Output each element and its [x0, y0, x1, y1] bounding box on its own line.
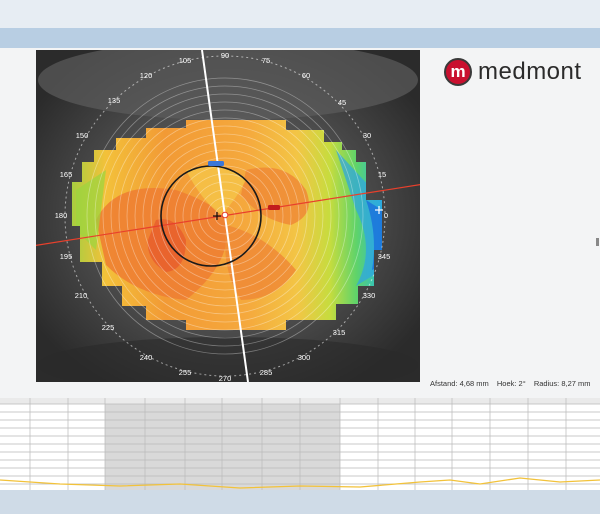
degree-label: 30 — [363, 131, 371, 140]
topography-map[interactable]: 90 75 60 45 30 15 0 345 330 315 300 285 … — [36, 50, 420, 382]
brand-name: medmont — [478, 58, 582, 85]
degree-label: 330 — [363, 291, 376, 300]
degree-label: 345 — [378, 252, 391, 261]
degree-label: 270 — [219, 374, 232, 382]
grid-shaded-block — [105, 404, 340, 490]
logo-mark-icon: m — [444, 58, 472, 86]
brand-logo: m medmont — [444, 58, 582, 86]
degree-label: 60 — [302, 71, 310, 80]
profile-trace-line — [0, 477, 600, 489]
data-grid[interactable] — [0, 398, 600, 490]
degree-label: 165 — [60, 170, 73, 179]
degree-ring — [64, 55, 386, 377]
degree-label: 0 — [384, 211, 388, 220]
degree-label: 15 — [378, 170, 386, 179]
radius-readout: Radius: 8,27 mm — [533, 379, 591, 388]
degree-label: 75 — [262, 56, 270, 65]
window-titlebar — [0, 28, 600, 48]
grid-lines — [0, 398, 600, 490]
degree-label: 180 — [55, 211, 68, 220]
degree-label: 105 — [179, 56, 192, 65]
degree-label: 210 — [75, 291, 88, 300]
lower-lid-shadow — [38, 337, 418, 382]
center-marker-icon[interactable] — [221, 211, 229, 219]
upper-lid-shadow — [38, 50, 418, 120]
crosshair-icon — [213, 212, 221, 220]
flat-marker-box — [268, 205, 280, 210]
degree-label: 120 — [140, 71, 153, 80]
degree-label: 225 — [102, 323, 115, 332]
distance-readout: Afstand: 4,68 mm — [430, 379, 489, 388]
degree-label: 195 — [60, 252, 73, 261]
degree-labels: 90 75 60 45 30 15 0 345 330 315 300 285 … — [55, 51, 391, 382]
degree-label: 300 — [298, 353, 311, 362]
angle-readout: Hoek: 2° — [496, 379, 526, 388]
limbus-marker-icon — [375, 206, 383, 214]
degree-label: 150 — [76, 131, 89, 140]
degree-label: 315 — [333, 328, 346, 337]
panel-edge-handle[interactable] — [596, 238, 599, 246]
curvature-map — [72, 120, 382, 330]
degree-label: 285 — [260, 368, 273, 377]
degree-label: 135 — [108, 96, 121, 105]
degree-label: 45 — [338, 98, 346, 107]
bottom-status-bar — [0, 490, 600, 514]
pupil-marker-box — [208, 161, 224, 166]
top-toolbar — [0, 0, 600, 28]
degree-label: 255 — [179, 368, 192, 377]
measurement-readout: Afstand: 4,68 mm Hoek: 2° Radius: 8,27 m… — [430, 379, 597, 388]
placido-rings — [86, 77, 364, 355]
degree-label: 240 — [140, 353, 153, 362]
degree-label: 90 — [221, 51, 229, 60]
